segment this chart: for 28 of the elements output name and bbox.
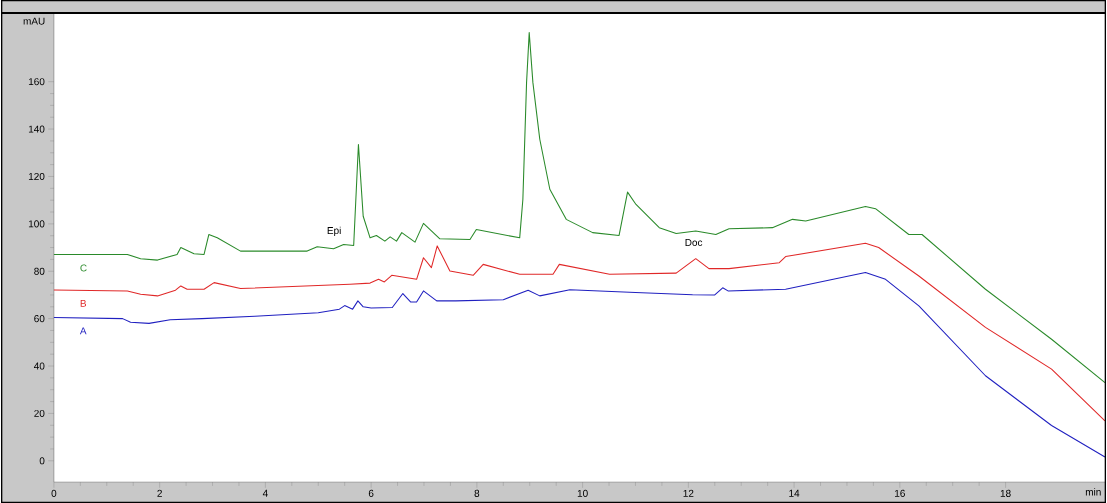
x-tick-label: 4: [262, 489, 268, 497]
y-tick-label: 140: [28, 125, 45, 133]
y-tick-label: 0: [39, 457, 45, 465]
y-tick-label: 20: [34, 409, 45, 417]
series-label: B: [80, 299, 87, 307]
x-tick-label: 0: [51, 489, 57, 497]
x-tick-label: 10: [577, 489, 588, 497]
x-tick-label: 6: [368, 489, 374, 497]
y-axis-title: mAU: [23, 17, 45, 25]
y-tick-label: 80: [34, 267, 45, 275]
x-tick-label: 18: [1000, 489, 1011, 497]
x-tick-label: 14: [789, 489, 800, 497]
y-tick-label: 120: [28, 172, 45, 180]
y-tick-label: 40: [33, 362, 45, 370]
y-tick-label: 160: [28, 78, 45, 86]
x-axis-title: min: [1085, 488, 1101, 496]
x-tick-label: 12: [683, 489, 694, 497]
line-series: [53, 271, 1106, 458]
series-label: C: [80, 264, 87, 272]
y-tick-label: 100: [28, 220, 45, 228]
annotation: Epi: [327, 226, 341, 236]
annotation: Doc: [685, 238, 703, 246]
line-series: [53, 32, 1106, 384]
x-tick-label: 16: [895, 489, 905, 497]
series-label: A: [79, 327, 87, 335]
y-tick-label: 60: [34, 315, 45, 323]
x-tick-label: 2: [157, 489, 162, 497]
x-tick-label: 8: [474, 489, 480, 497]
